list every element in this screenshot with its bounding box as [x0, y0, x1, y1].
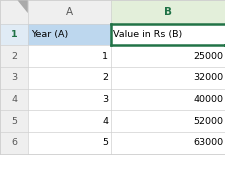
- Bar: [28, 89, 110, 110]
- Bar: [110, 24, 225, 45]
- Text: 63000: 63000: [192, 138, 222, 147]
- Text: 1: 1: [11, 30, 17, 39]
- Bar: [0, 132, 28, 154]
- Polygon shape: [18, 0, 28, 13]
- Text: 5: 5: [101, 138, 108, 147]
- Bar: [223, 44, 225, 47]
- Bar: [28, 24, 110, 45]
- Bar: [0, 89, 28, 110]
- Text: 6: 6: [11, 138, 17, 147]
- Text: 32000: 32000: [192, 73, 222, 82]
- Text: 4: 4: [101, 117, 108, 126]
- Bar: [110, 110, 225, 132]
- Text: Value in Rs (B): Value in Rs (B): [113, 30, 182, 39]
- Text: Year (A): Year (A): [31, 30, 68, 39]
- Bar: [0, 67, 28, 89]
- Bar: [28, 110, 110, 132]
- Bar: [110, 89, 225, 110]
- Text: 2: 2: [101, 73, 108, 82]
- Bar: [28, 67, 110, 89]
- Bar: [28, 0, 110, 24]
- Bar: [110, 132, 225, 154]
- Bar: [110, 45, 225, 67]
- Bar: [110, 67, 225, 89]
- Text: 40000: 40000: [192, 95, 222, 104]
- Bar: [110, 0, 225, 24]
- Text: 25000: 25000: [192, 52, 222, 61]
- Bar: [0, 45, 28, 67]
- Text: 5: 5: [11, 117, 17, 126]
- Text: 52000: 52000: [192, 117, 222, 126]
- Bar: [28, 45, 110, 67]
- Text: B: B: [164, 7, 172, 17]
- Text: 3: 3: [101, 95, 108, 104]
- Text: 2: 2: [11, 52, 17, 61]
- Bar: [28, 132, 110, 154]
- Text: 4: 4: [11, 95, 17, 104]
- Text: A: A: [66, 7, 73, 17]
- Bar: [0, 24, 28, 45]
- Text: 1: 1: [101, 52, 108, 61]
- Bar: [0, 0, 28, 24]
- Bar: [0, 110, 28, 132]
- Text: 3: 3: [11, 73, 17, 82]
